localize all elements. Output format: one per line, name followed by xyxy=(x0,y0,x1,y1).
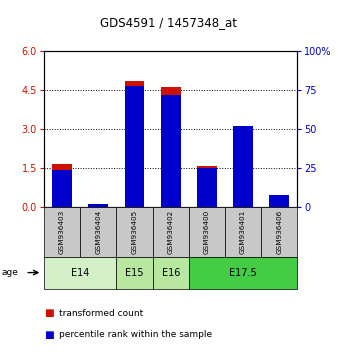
Bar xyxy=(124,86,144,207)
Bar xyxy=(161,87,180,207)
Text: GSM936403: GSM936403 xyxy=(59,210,65,254)
Bar xyxy=(152,257,189,289)
Bar xyxy=(189,257,297,289)
Text: ■: ■ xyxy=(44,308,54,318)
Bar xyxy=(197,166,217,207)
Text: GSM936400: GSM936400 xyxy=(204,210,210,254)
Text: GSM936404: GSM936404 xyxy=(95,210,101,254)
Bar xyxy=(52,164,72,207)
Text: GSM936401: GSM936401 xyxy=(240,210,246,254)
Text: E14: E14 xyxy=(71,268,89,278)
Text: transformed count: transformed count xyxy=(59,309,143,318)
Bar xyxy=(197,168,217,207)
Bar xyxy=(52,170,72,207)
Text: E15: E15 xyxy=(125,268,144,278)
Bar xyxy=(261,207,297,257)
Bar xyxy=(152,207,189,257)
Bar xyxy=(44,207,80,257)
Bar xyxy=(233,127,253,207)
Text: percentile rank within the sample: percentile rank within the sample xyxy=(59,330,212,339)
Bar xyxy=(269,195,289,207)
Bar xyxy=(116,257,152,289)
Text: ■: ■ xyxy=(44,330,54,339)
Bar xyxy=(116,207,152,257)
Bar xyxy=(124,81,144,207)
Bar xyxy=(44,257,116,289)
Bar xyxy=(161,95,180,207)
Text: GSM936406: GSM936406 xyxy=(276,210,282,254)
Bar xyxy=(225,207,261,257)
Text: GSM936402: GSM936402 xyxy=(168,210,174,254)
Bar xyxy=(233,126,253,207)
Bar xyxy=(189,207,225,257)
Text: age: age xyxy=(2,268,19,277)
Text: GSM936405: GSM936405 xyxy=(131,210,138,254)
Text: E17.5: E17.5 xyxy=(229,268,257,278)
Text: E16: E16 xyxy=(162,268,180,278)
Bar xyxy=(88,206,108,207)
Bar xyxy=(80,207,116,257)
Bar xyxy=(88,204,108,207)
Bar xyxy=(269,204,289,207)
Text: GDS4591 / 1457348_at: GDS4591 / 1457348_at xyxy=(100,16,238,29)
